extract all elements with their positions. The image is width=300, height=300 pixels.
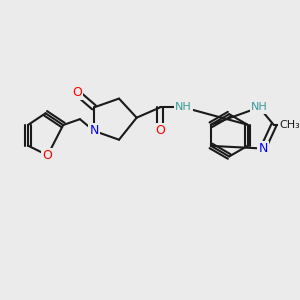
Text: NH: NH: [175, 102, 192, 112]
Text: NH: NH: [251, 102, 268, 112]
Text: N: N: [258, 142, 268, 155]
Text: N: N: [89, 124, 99, 137]
Text: O: O: [43, 149, 52, 162]
Text: O: O: [72, 86, 82, 99]
Text: CH₃: CH₃: [279, 120, 300, 130]
Text: O: O: [155, 124, 165, 137]
